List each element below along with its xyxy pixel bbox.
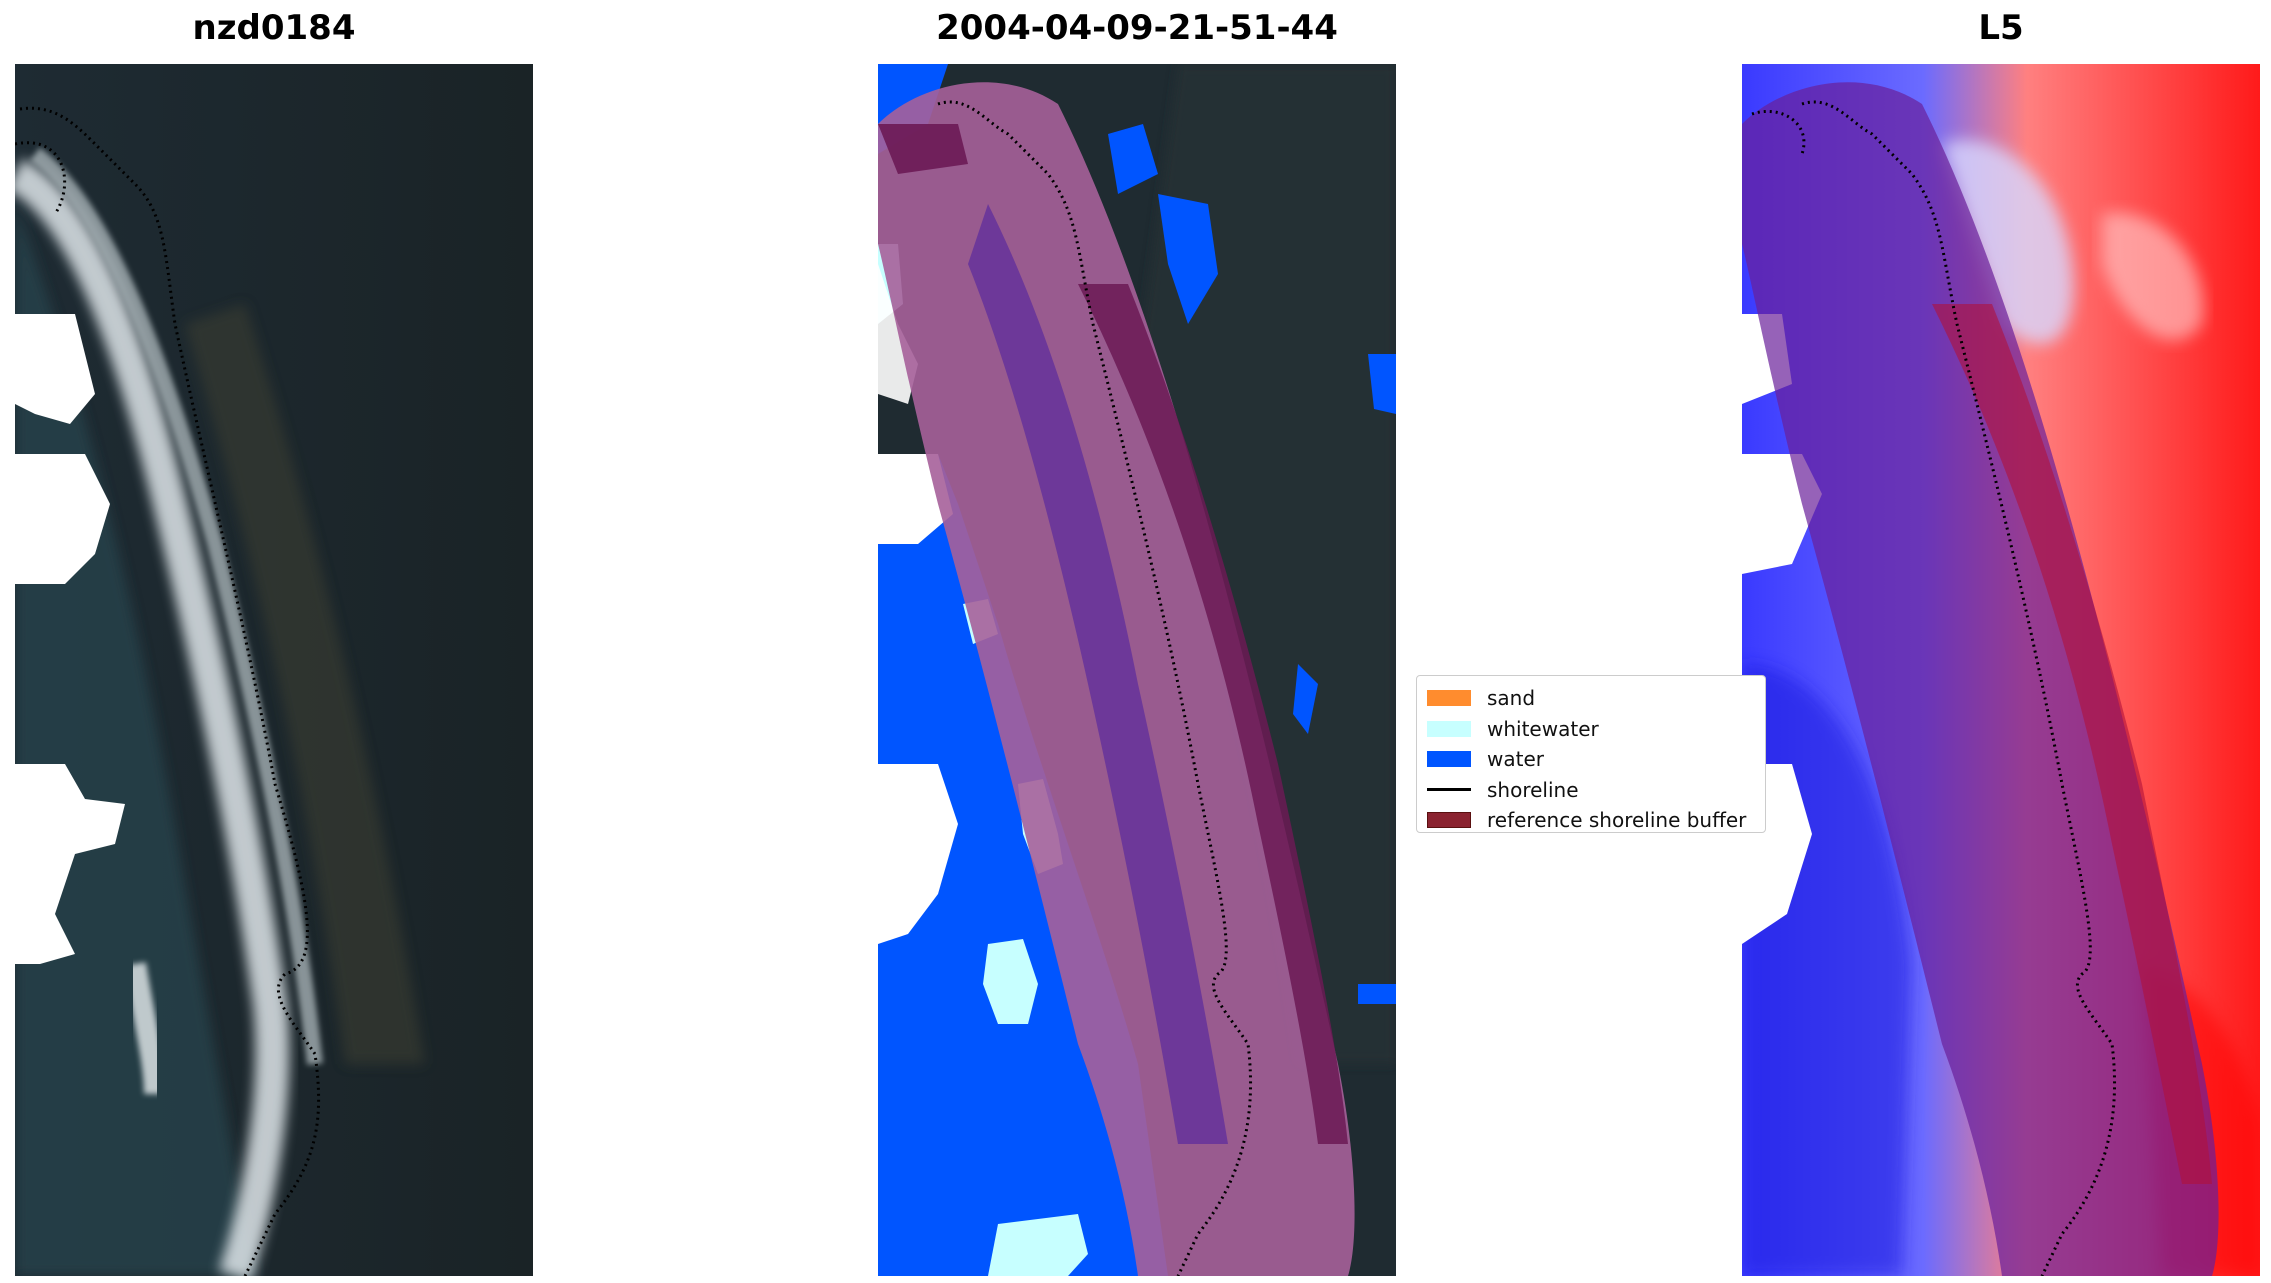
legend-swatch-sand xyxy=(1427,690,1471,707)
legend-item-water: water xyxy=(1427,744,1755,775)
legend-item-shoreline: shoreline xyxy=(1427,775,1755,806)
legend-label: reference shoreline buffer xyxy=(1487,808,1747,833)
legend-label: whitewater xyxy=(1487,716,1599,741)
legend-label: sand xyxy=(1487,686,1536,711)
index-panel xyxy=(1742,64,2260,1276)
legend-label: water xyxy=(1487,747,1544,772)
legend-item-reference-buffer: reference shoreline buffer xyxy=(1427,805,1755,836)
legend-line-shoreline xyxy=(1427,788,1471,792)
legend-item-whitewater: whitewater xyxy=(1427,714,1755,745)
panel-title-classification: 2004-04-09-21-51-44 xyxy=(936,8,1338,48)
legend-swatch-reference-buffer xyxy=(1427,812,1471,829)
legend-swatch-whitewater xyxy=(1427,720,1471,737)
rgb-image-panel xyxy=(15,64,533,1276)
legend-label: shoreline xyxy=(1487,777,1579,802)
legend: sand whitewater water shoreline referenc… xyxy=(1416,675,1766,833)
legend-swatch-water xyxy=(1427,751,1471,768)
rgb-image xyxy=(15,64,533,1276)
classification-image xyxy=(878,64,1396,1276)
index-image xyxy=(1742,64,2260,1276)
panel-title-rgb: nzd0184 xyxy=(192,8,356,48)
panel-title-index: L5 xyxy=(1978,8,2024,48)
legend-item-sand: sand xyxy=(1427,683,1755,714)
classification-panel xyxy=(878,64,1396,1276)
